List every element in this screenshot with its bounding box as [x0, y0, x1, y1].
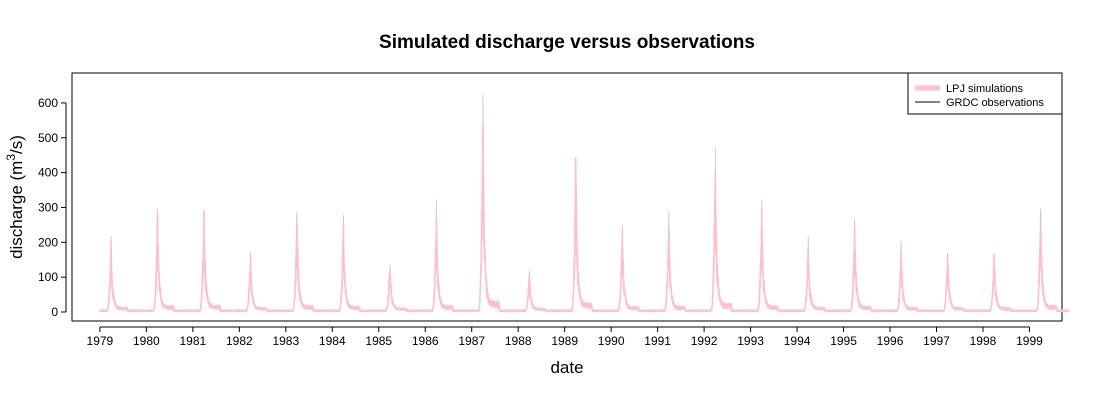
y-axis-title-tail: /s)	[7, 135, 26, 154]
x-tick-label: 1981	[179, 334, 206, 348]
x-tick-label: 1986	[412, 334, 439, 348]
y-tick-label: 600	[38, 96, 58, 110]
x-axis: 1979 1980 1981 1982 1983 1984 1985 1986 1987 1988…	[87, 326, 1043, 348]
y-tick-label: 100	[38, 270, 58, 284]
x-axis-title: date	[550, 358, 583, 377]
chart-title: Simulated discharge versus observations	[379, 32, 755, 53]
y-axis-title: discharge (m3/s)	[4, 135, 26, 259]
x-tick-label: 1989	[551, 334, 578, 348]
y-axis-title-main: discharge (m	[7, 161, 26, 259]
x-tick-label: 1985	[365, 334, 392, 348]
x-tick-label: 1991	[644, 334, 671, 348]
x-tick-label: 1996	[877, 334, 904, 348]
series-grdc-observations	[99, 93, 1070, 313]
x-tick-label: 1998	[970, 334, 997, 348]
plot-frame	[71, 72, 1063, 322]
x-tick-label: 1994	[784, 334, 811, 348]
y-tick-label: 0	[51, 305, 58, 319]
x-tick-label: 1990	[598, 334, 625, 348]
y-tick-label: 200	[38, 235, 58, 249]
x-tick-label: 1993	[737, 334, 764, 348]
legend-box	[907, 72, 1063, 115]
series-layer	[99, 93, 1070, 313]
x-tick-label: 1984	[319, 334, 346, 348]
legend-label-lpj: LPJ simulations	[946, 83, 1024, 95]
y-tick-label: 400	[38, 166, 58, 180]
legend-label-grdc: GRDC observations	[946, 97, 1044, 109]
series-lpj-simulations	[99, 123, 1070, 313]
y-axis: 0 100 200 300 400 500 600	[38, 96, 67, 319]
y-tick-label: 500	[38, 131, 58, 145]
x-tick-label: 1982	[226, 334, 253, 348]
y-axis-title-superscript: 3	[4, 154, 18, 161]
x-tick-label: 1979	[87, 334, 114, 348]
legend: LPJ simulations GRDC observations	[907, 72, 1063, 115]
x-tick-label: 1995	[830, 334, 857, 348]
x-tick-label: 1980	[133, 334, 160, 348]
y-tick-label: 300	[38, 200, 58, 214]
x-tick-label: 1983	[272, 334, 299, 348]
x-tick-label: 1999	[1016, 334, 1043, 348]
x-tick-label: 1997	[923, 334, 950, 348]
x-tick-label: 1988	[505, 334, 532, 348]
x-tick-label: 1987	[458, 334, 485, 348]
x-tick-label: 1992	[691, 334, 718, 348]
